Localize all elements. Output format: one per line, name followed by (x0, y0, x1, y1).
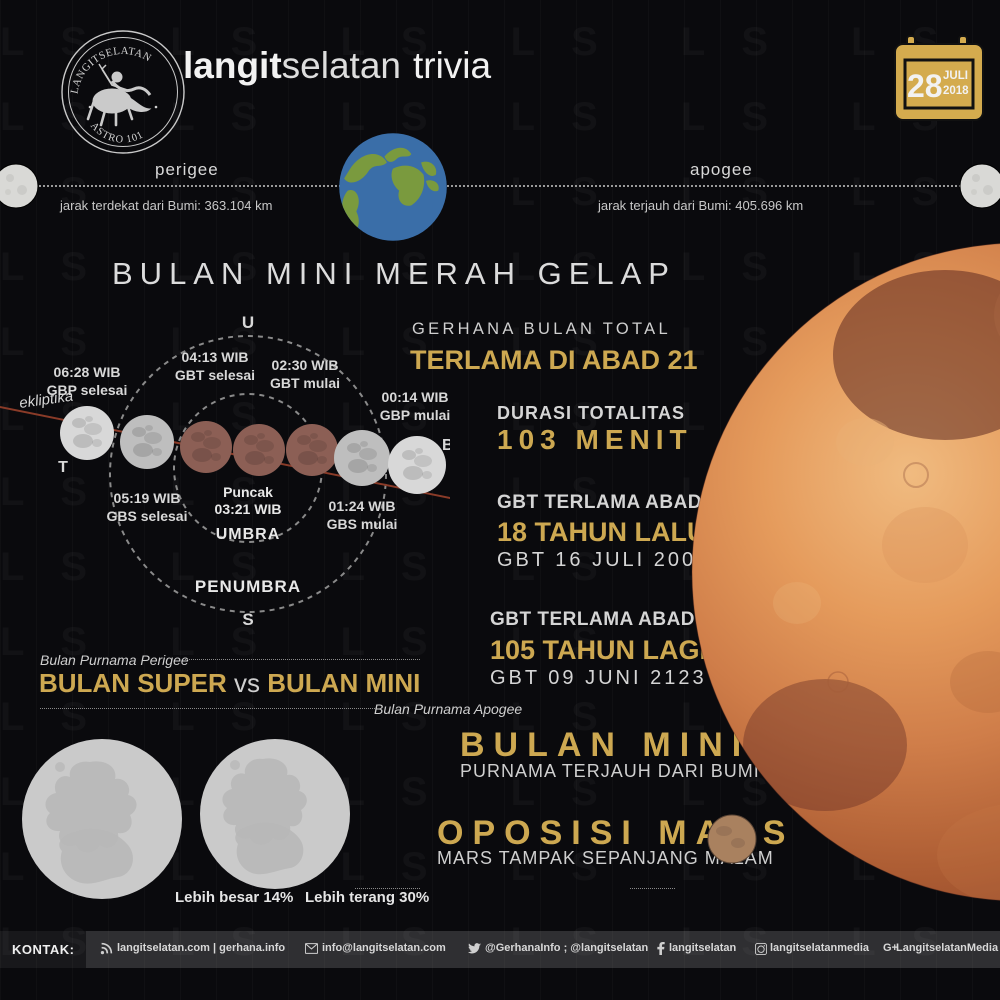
svg-text:02:30 WIB: 02:30 WIB (272, 357, 339, 373)
svg-text:GBT selesai: GBT selesai (175, 367, 255, 383)
svg-text:00:14 WIB: 00:14 WIB (382, 389, 449, 405)
svg-text:JULI: JULI (943, 70, 968, 82)
svg-text:01:24 WIB: 01:24 WIB (329, 498, 396, 514)
svg-text:GBS selesai: GBS selesai (107, 508, 188, 524)
svg-text:UMBRA: UMBRA (216, 526, 281, 543)
svg-text:T: T (58, 459, 68, 476)
svg-text:U: U (242, 313, 254, 332)
svg-text:05:19 WIB: 05:19 WIB (114, 490, 181, 506)
svg-text:04:13 WIB: 04:13 WIB (182, 349, 249, 365)
svg-text:GBP mulai: GBP mulai (380, 407, 450, 423)
svg-text:03:21 WIB: 03:21 WIB (215, 501, 282, 517)
svg-text:2018: 2018 (943, 85, 969, 97)
svg-text:06:28 WIB: 06:28 WIB (54, 364, 121, 380)
svg-text:B: B (442, 437, 450, 454)
svg-text:GBT mulai: GBT mulai (270, 375, 340, 391)
svg-text:Puncak: Puncak (223, 484, 273, 500)
svg-text:GBS mulai: GBS mulai (327, 516, 398, 532)
svg-text:PENUMBRA: PENUMBRA (195, 577, 301, 596)
svg-text:GBP selesai: GBP selesai (47, 382, 128, 398)
svg-text:S: S (242, 610, 253, 629)
svg-text:28: 28 (907, 68, 943, 104)
